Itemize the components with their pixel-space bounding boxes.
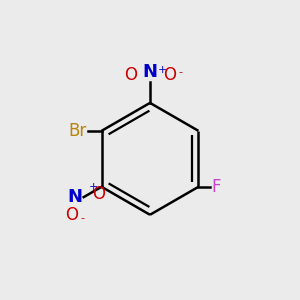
Text: -: - — [80, 213, 84, 223]
Text: N: N — [67, 188, 82, 206]
Text: +: + — [158, 65, 167, 75]
Text: O: O — [163, 66, 176, 84]
Text: F: F — [212, 178, 221, 196]
Text: O: O — [65, 206, 78, 224]
Text: N: N — [142, 63, 158, 81]
Text: O: O — [124, 66, 137, 84]
Text: +: + — [89, 182, 98, 192]
Text: O: O — [92, 185, 106, 203]
Text: Br: Br — [69, 122, 87, 140]
Text: -: - — [178, 67, 182, 77]
